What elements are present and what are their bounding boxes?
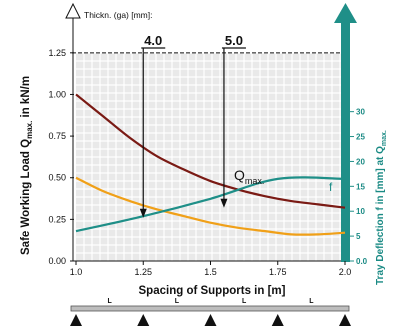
y-tick-label: 0.75 bbox=[48, 131, 66, 141]
y2-tick-label: 5 bbox=[356, 232, 361, 241]
thickness-marker-arrowhead bbox=[220, 198, 228, 208]
beam bbox=[70, 305, 350, 312]
thickness-label: Thickn. (ga) [mm]: bbox=[84, 10, 152, 20]
span-label: L bbox=[309, 298, 314, 305]
thickness-marker-label: 5.0 bbox=[225, 33, 243, 48]
series-line-load_orange bbox=[75, 176, 346, 236]
thickness-marker-label: 4.0 bbox=[144, 33, 162, 48]
x-tick-label: 2.0 bbox=[339, 267, 352, 277]
thickness-markers: 4.0 5.0 bbox=[139, 33, 246, 218]
y-tick-label: 1.25 bbox=[48, 48, 66, 58]
y-axis-arrow bbox=[65, 2, 81, 19]
y2-tick-label: 20 bbox=[356, 157, 365, 166]
x-tick-label: 1.75 bbox=[269, 267, 287, 277]
y2-axis-bar bbox=[341, 22, 350, 262]
x-tick-label: 1.25 bbox=[134, 267, 152, 277]
support-triangle bbox=[339, 314, 351, 326]
x-axis-label: Spacing of Supports in [m] bbox=[139, 285, 286, 297]
support-triangle bbox=[271, 314, 284, 326]
y2-axis-label: Tray Deflection f in [mm] at Qmax. bbox=[375, 130, 388, 285]
series bbox=[75, 93, 346, 236]
tick-labels: 0.00 0.25 0.50 0.75 1.00 1.25 1.0 1.25 1.5 1.75 2.… bbox=[48, 48, 367, 277]
y-tick-label: 0.25 bbox=[48, 214, 66, 224]
y-tick-label: 0.50 bbox=[48, 173, 66, 183]
span-label: L bbox=[175, 298, 180, 305]
support-triangle bbox=[70, 314, 82, 326]
y2-tick-label: 30 bbox=[356, 108, 365, 117]
x-tick-label: 1.5 bbox=[204, 267, 217, 277]
series-line-deflection bbox=[75, 176, 346, 233]
support-triangle bbox=[204, 314, 217, 326]
y2-tick-label: 25 bbox=[356, 133, 365, 142]
y-axis-label: Safe Working Load Qmax. in kN/m bbox=[20, 76, 34, 255]
thickness-marker-arrowhead bbox=[139, 208, 147, 218]
span-label: L bbox=[107, 298, 112, 305]
grid bbox=[72, 52, 345, 262]
y-tick-label: 1.00 bbox=[48, 89, 66, 99]
y2-tick-label: 0.0 bbox=[356, 257, 368, 266]
qmax-label: Qmax. bbox=[234, 167, 264, 186]
y2-tick-label: 15 bbox=[356, 182, 365, 191]
f-label: f bbox=[329, 180, 333, 194]
series-line-load_dark bbox=[75, 93, 346, 209]
y2-axis-arrow bbox=[334, 3, 357, 23]
y2-tick-label: 10 bbox=[356, 207, 365, 216]
support-triangle bbox=[137, 314, 150, 326]
y-tick-label: 0.00 bbox=[48, 256, 66, 266]
span-label: L bbox=[242, 298, 247, 305]
x-tick-label: 1.0 bbox=[70, 267, 83, 277]
